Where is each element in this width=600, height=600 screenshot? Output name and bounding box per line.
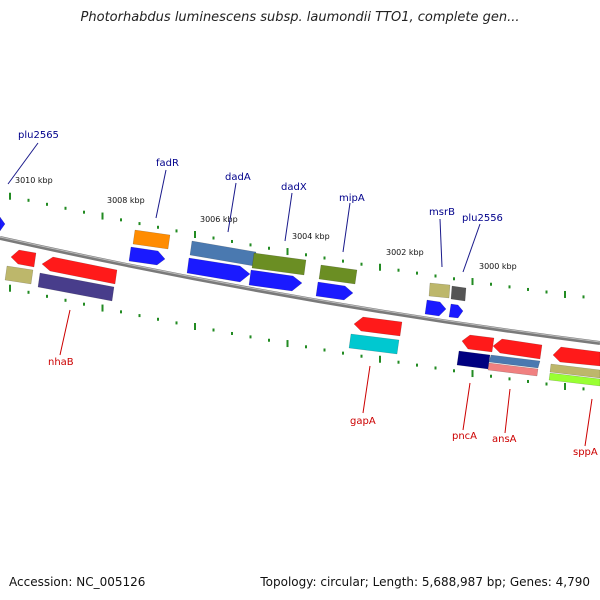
leader-line-pncA — [462, 382, 471, 431]
gene-label[interactable]: fadR — [156, 158, 179, 169]
gene-arrow[interactable] — [318, 264, 358, 285]
leader-line-sppA — [584, 398, 593, 447]
gene-arrow[interactable] — [37, 272, 115, 302]
gene-label[interactable]: gapA — [350, 416, 376, 427]
gene-arrow[interactable] — [552, 346, 600, 367]
gene-arrow[interactable] — [487, 362, 539, 377]
gene-arrow[interactable] — [548, 372, 600, 387]
gene-arrow[interactable] — [488, 354, 541, 369]
scale-label: 3008 kbp — [107, 196, 145, 205]
scale-label: 3004 kbp — [292, 232, 330, 241]
leader-line-nhaB — [59, 309, 71, 356]
gene-arrow[interactable] — [248, 269, 303, 292]
leader-line-msrB — [439, 218, 443, 268]
map-title: Photorhabdus luminescens subsp. laumondi… — [80, 10, 520, 25]
leader-line-fadR — [155, 169, 167, 219]
gene-arrow[interactable] — [41, 256, 118, 285]
gene-label[interactable]: dadA — [225, 172, 251, 183]
gene-arrow[interactable] — [428, 282, 451, 299]
gene-arrow[interactable] — [315, 281, 354, 301]
gene-label[interactable]: pncA — [452, 431, 477, 442]
scale-label: 3002 kbp — [386, 248, 424, 257]
scale-label: 3000 kbp — [479, 262, 517, 271]
gene-arrow[interactable] — [132, 229, 171, 250]
genome-summary: Topology: circular; Length: 5,688,987 bp… — [260, 575, 590, 589]
gene-arrow[interactable] — [450, 285, 467, 302]
leader-line-plu2556 — [462, 223, 481, 273]
gene-arrow[interactable] — [128, 246, 166, 266]
genome-backbone — [0, 236, 600, 345]
scale-ticks-forward — [9, 192, 585, 299]
leader-line-dadA — [227, 182, 237, 233]
gene-arrow[interactable] — [186, 257, 251, 283]
gene-arrow[interactable] — [4, 265, 34, 285]
gene-label[interactable]: msrB — [429, 207, 455, 218]
gene-label[interactable]: plu2565 — [18, 130, 59, 141]
gene-arrow[interactable] — [549, 363, 600, 379]
leader-line-mipA — [342, 202, 351, 253]
leader-line-gapA — [362, 365, 371, 414]
gene-arrow[interactable] — [492, 338, 543, 360]
gene-label[interactable]: plu2556 — [462, 213, 503, 224]
gene-arrow[interactable] — [348, 333, 400, 355]
gene-arrow[interactable] — [456, 350, 491, 370]
gene-arrow[interactable] — [424, 299, 447, 317]
scale-ticks-reverse — [9, 284, 585, 391]
leader-line-dadX — [284, 192, 293, 242]
gene-arrow[interactable] — [10, 249, 37, 268]
leader-line-ansA — [504, 388, 511, 434]
scale-label: 3006 kbp — [200, 215, 238, 224]
scale-label: 3010 kbp — [15, 176, 53, 185]
accession-text: Accession: NC_005126 — [9, 575, 146, 589]
gene-arrow[interactable] — [0, 216, 6, 232]
gene-label[interactable]: mipA — [339, 193, 365, 204]
leader-line-plu2565 — [7, 142, 39, 185]
gene-label[interactable]: ansA — [492, 434, 517, 445]
gene-arrow[interactable] — [448, 303, 464, 319]
gene-label[interactable]: sppA — [573, 447, 598, 458]
gene-label[interactable]: dadX — [281, 182, 307, 193]
gene-label[interactable]: nhaB — [48, 357, 74, 368]
gene-arrow[interactable] — [461, 334, 495, 353]
gene-arrow[interactable] — [251, 252, 307, 276]
gene-arrow[interactable] — [353, 316, 403, 337]
